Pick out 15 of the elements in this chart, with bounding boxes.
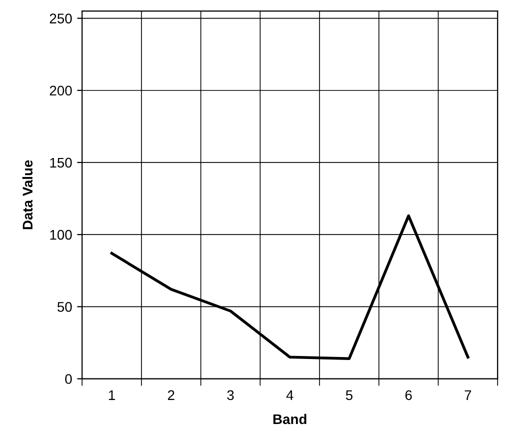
y-tick-label: 250 xyxy=(50,14,72,24)
y-tick-label: 0 xyxy=(65,374,72,384)
y-tick-label: 200 xyxy=(50,86,72,96)
x-tick-label: 6 xyxy=(405,390,412,400)
x-tick-label: 7 xyxy=(464,390,472,400)
x-tick-label: 1 xyxy=(108,390,115,400)
y-tick-label: 50 xyxy=(57,302,72,312)
x-tick-label: 4 xyxy=(286,390,294,400)
x-tick-label: 5 xyxy=(346,390,352,400)
y-axis-title: Data Value xyxy=(22,160,33,230)
x-tick-label: 2 xyxy=(168,390,174,400)
y-tick-label: 150 xyxy=(50,158,72,168)
x-axis-title: Band xyxy=(273,414,306,424)
x-tick-label: 3 xyxy=(227,390,234,400)
y-tick-label: 100 xyxy=(50,230,72,240)
